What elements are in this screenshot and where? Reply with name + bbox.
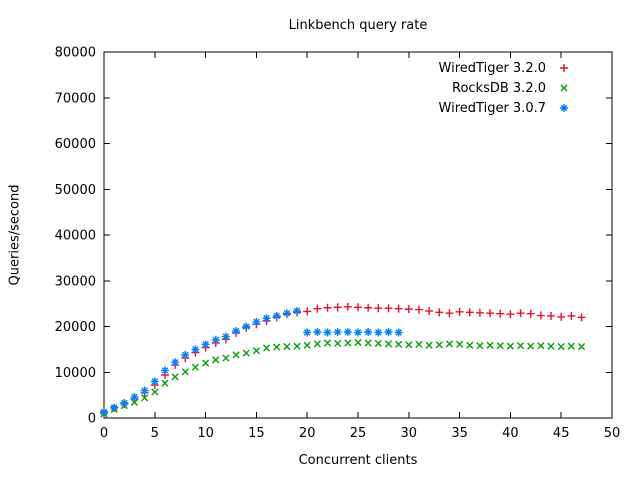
y-tick-label: 0 — [88, 412, 96, 427]
x-tick-label: 40 — [502, 426, 519, 441]
plus-glyph — [560, 64, 568, 72]
y-tick-label: 20000 — [55, 320, 96, 335]
legend-row-wiredtiger-320: WiredTiger 3.2.0 — [439, 58, 574, 78]
asterisk-glyph — [560, 104, 568, 112]
legend-label-wiredtiger-320: WiredTiger 3.2.0 — [438, 60, 546, 76]
legend-row-wiredtiger-307: WiredTiger 3.0.7 — [439, 98, 574, 118]
series-wiredtiger-3-0-7 — [100, 306, 403, 417]
axis-ticks — [103, 51, 613, 419]
chart-title: Linkbench query rate — [288, 18, 428, 33]
y-tick-label: 40000 — [55, 229, 96, 244]
y-tick-label: 70000 — [55, 91, 96, 106]
legend-row-rocksdb-320: RocksDB 3.2.0 — [439, 78, 574, 98]
y-tick-label: 80000 — [55, 46, 96, 61]
x-tick-label: 25 — [350, 426, 367, 441]
x-tick-label: 35 — [451, 426, 468, 441]
cross-marker-icon — [560, 84, 568, 92]
cross-glyph — [560, 84, 568, 92]
legend-label-wiredtiger-307: WiredTiger 3.0.7 — [438, 100, 546, 116]
series-rocksdb-3-2-0 — [100, 338, 586, 418]
tick-labels: 0 5 10 15 20 25 30 35 40 45 50 0 10000 20000 30000 4000… — [55, 46, 621, 442]
y-tick-label: 30000 — [55, 274, 96, 289]
asterisk-marker-icon — [560, 104, 568, 112]
x-tick-label: 50 — [604, 426, 621, 441]
legend-label-rocksdb-320: RocksDB 3.2.0 — [452, 80, 546, 96]
x-tick-label: 10 — [197, 426, 214, 441]
y-tick-label: 50000 — [55, 183, 96, 198]
x-tick-label: 0 — [100, 426, 108, 441]
x-axis-label: Concurrent clients — [298, 453, 418, 468]
legend: WiredTiger 3.2.0 RocksDB 3.2.0 WiredTige… — [439, 58, 574, 118]
x-tick-label: 30 — [401, 426, 418, 441]
x-tick-label: 45 — [553, 426, 570, 441]
y-axis-label: Queries/second — [7, 184, 23, 286]
plus-marker-icon — [560, 64, 568, 72]
y-tick-label: 10000 — [55, 366, 96, 381]
x-tick-label: 5 — [151, 426, 159, 441]
x-tick-label: 15 — [248, 426, 265, 441]
y-tick-label: 60000 — [55, 137, 96, 152]
x-tick-label: 20 — [299, 426, 316, 441]
